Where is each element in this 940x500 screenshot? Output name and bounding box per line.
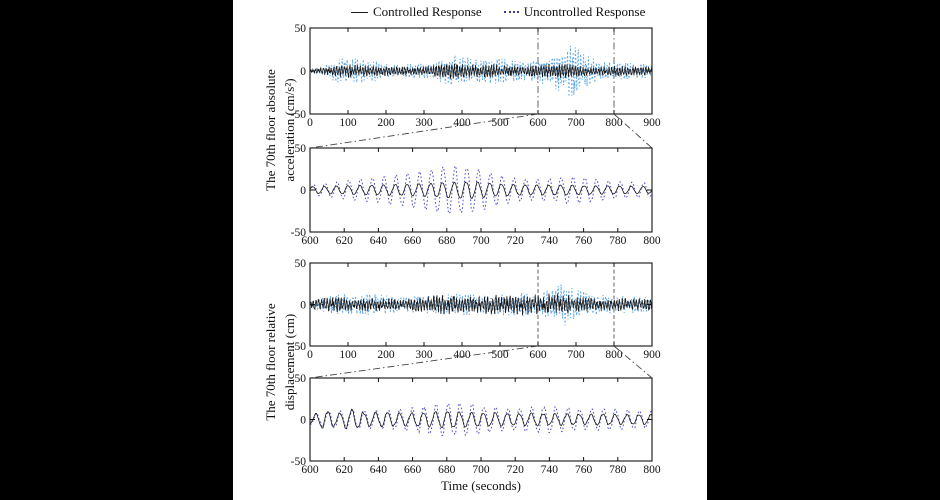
controlled-trace xyxy=(309,293,653,316)
y-axis-label-acceleration-line1: The 70th floor absolute xyxy=(263,69,278,191)
x-tick-label: 800 xyxy=(643,235,661,247)
x-tick-label: 400 xyxy=(453,117,471,129)
x-tick-label: 660 xyxy=(404,235,422,247)
y-tick-label: 0 xyxy=(300,415,306,427)
x-tick-label: 0 xyxy=(307,117,313,129)
y-axis-label-acceleration: The 70th floor absolute acceleration (cm… xyxy=(261,25,301,235)
x-tick-label: 740 xyxy=(541,464,559,476)
x-tick-label: 800 xyxy=(605,117,623,129)
uncontrolled-trace xyxy=(309,403,652,437)
y-tick-label: 0 xyxy=(300,300,306,312)
x-tick-label: 600 xyxy=(529,117,547,129)
x-axis-title: Time (seconds) xyxy=(440,478,522,493)
x-tick-label: 200 xyxy=(377,117,395,129)
x-tick-label: 680 xyxy=(438,235,456,247)
x-tick-label: 640 xyxy=(370,464,388,476)
x-tick-label: 700 xyxy=(567,349,585,361)
x-tick-label: 100 xyxy=(339,117,357,129)
x-tick-label: 600 xyxy=(301,464,319,476)
legend-item-controlled: Controlled Response xyxy=(351,4,482,20)
uncontrolled-trace xyxy=(309,45,653,97)
zoom-connector-line xyxy=(613,113,653,149)
zoom-connector-line xyxy=(309,345,539,379)
x-tick-label: 300 xyxy=(415,117,433,129)
x-tick-label: 700 xyxy=(567,117,585,129)
x-tick-label: 900 xyxy=(643,349,661,361)
x-tick-label: 780 xyxy=(609,464,627,476)
x-tick-label: 660 xyxy=(404,464,422,476)
y-tick-label: 50 xyxy=(295,23,307,35)
figure-panel: Controlled Response Uncontrolled Respons… xyxy=(233,0,707,500)
controlled-trace xyxy=(309,63,653,80)
x-tick-label: 200 xyxy=(377,349,395,361)
y-axis-label-displacement-line1: The 70th floor relative xyxy=(263,303,278,421)
x-tick-label: 760 xyxy=(575,464,593,476)
y-tick-label: -50 xyxy=(291,456,307,468)
y-tick-label: -50 xyxy=(291,341,307,353)
x-tick-label: 500 xyxy=(491,117,509,129)
x-tick-label: 100 xyxy=(339,349,357,361)
x-tick-label: 500 xyxy=(491,349,509,361)
uncontrolled-trace xyxy=(309,165,653,215)
controlled-trace xyxy=(309,408,653,429)
zoom-connector-line xyxy=(613,345,653,379)
y-axis-label-displacement: The 70th floor relative displacement (cm… xyxy=(261,257,301,467)
controlled-trace xyxy=(309,181,653,199)
x-tick-label: 620 xyxy=(336,464,354,476)
zoom-connector-line xyxy=(309,113,539,149)
x-tick-label: 700 xyxy=(472,464,490,476)
x-tick-label: 400 xyxy=(453,349,471,361)
y-tick-label: -50 xyxy=(291,109,307,121)
y-axis-label-displacement-line2: displacement (cm) xyxy=(282,313,297,411)
y-tick-label: 0 xyxy=(300,185,306,197)
y-tick-label: 50 xyxy=(295,373,307,385)
x-tick-label: 300 xyxy=(415,349,433,361)
x-tick-label: 720 xyxy=(507,464,525,476)
controlled-line-sample-icon xyxy=(351,11,368,13)
x-tick-label: 740 xyxy=(541,235,559,247)
x-tick-label: 0 xyxy=(307,349,313,361)
x-tick-label: 700 xyxy=(472,235,490,247)
legend-item-uncontrolled: Uncontrolled Response xyxy=(503,4,646,20)
y-tick-label: -50 xyxy=(291,227,307,239)
legend-label-controlled: Controlled Response xyxy=(373,4,482,19)
x-tick-label: 800 xyxy=(605,349,623,361)
y-tick-label: 0 xyxy=(300,66,306,78)
y-axis-label-acceleration-line2: acceleration (cm/s²) xyxy=(282,78,297,182)
x-tick-label: 760 xyxy=(575,235,593,247)
legend: Controlled Response Uncontrolled Respons… xyxy=(351,4,645,20)
x-tick-label: 900 xyxy=(643,117,661,129)
legend-label-uncontrolled: Uncontrolled Response xyxy=(523,4,646,19)
x-tick-label: 600 xyxy=(529,349,547,361)
x-tick-label: 620 xyxy=(336,235,354,247)
x-tick-label: 600 xyxy=(301,235,319,247)
uncontrolled-line-sample-icon xyxy=(503,11,519,13)
y-tick-label: 50 xyxy=(295,143,307,155)
x-tick-label: 640 xyxy=(370,235,388,247)
x-tick-label: 720 xyxy=(507,235,525,247)
x-tick-label: 800 xyxy=(643,464,661,476)
y-tick-label: 50 xyxy=(295,258,307,270)
x-tick-label: 680 xyxy=(438,464,456,476)
x-tick-label: 780 xyxy=(609,235,627,247)
